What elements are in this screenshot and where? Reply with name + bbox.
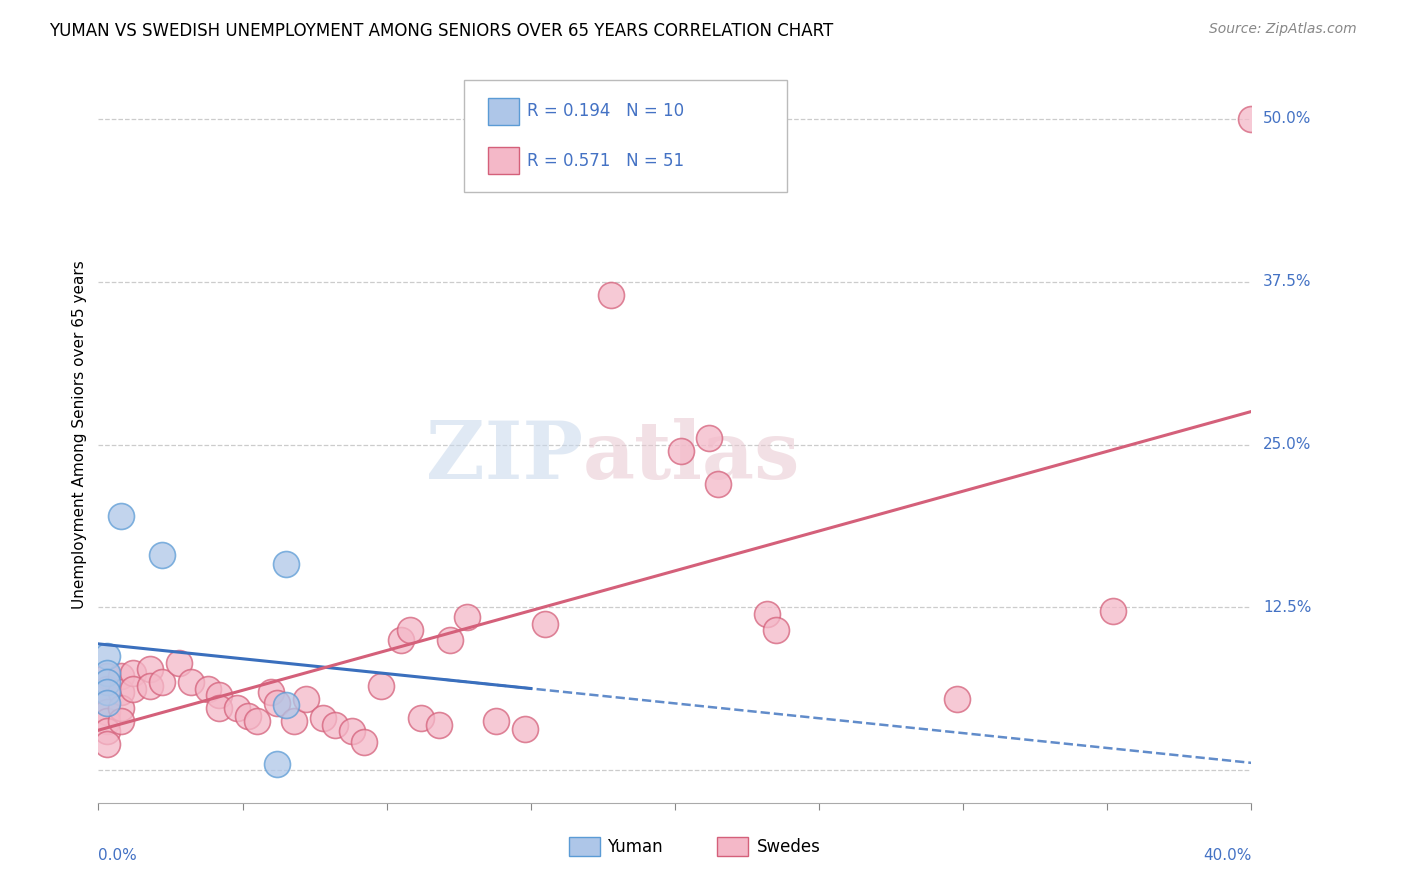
Point <box>1102 604 1125 618</box>
Point <box>699 431 721 445</box>
Text: 12.5%: 12.5% <box>1263 600 1312 615</box>
Point <box>707 476 730 491</box>
Point <box>370 679 392 693</box>
Text: Source: ZipAtlas.com: Source: ZipAtlas.com <box>1209 22 1357 37</box>
Y-axis label: Unemployment Among Seniors over 65 years: Unemployment Among Seniors over 65 years <box>72 260 87 609</box>
Point <box>283 714 305 728</box>
Point <box>411 711 433 725</box>
Point <box>600 288 623 302</box>
Point <box>96 674 118 689</box>
Point <box>485 714 508 728</box>
Point <box>96 705 118 719</box>
Text: YUMAN VS SWEDISH UNEMPLOYMENT AMONG SENIORS OVER 65 YEARS CORRELATION CHART: YUMAN VS SWEDISH UNEMPLOYMENT AMONG SENI… <box>49 22 834 40</box>
Point <box>260 685 283 699</box>
Point <box>110 700 132 714</box>
Point <box>765 623 787 637</box>
Point <box>96 682 118 697</box>
Point <box>312 711 335 725</box>
Point <box>295 691 318 706</box>
Point <box>353 734 375 748</box>
Point <box>96 696 118 710</box>
Point <box>456 609 478 624</box>
Point <box>122 682 145 697</box>
Point <box>398 623 420 637</box>
Text: 25.0%: 25.0% <box>1263 437 1312 452</box>
Point <box>274 558 297 572</box>
Point <box>534 617 557 632</box>
Point <box>1240 112 1263 126</box>
Point <box>197 682 219 697</box>
Point <box>238 708 260 723</box>
Point <box>246 714 269 728</box>
Point <box>323 717 346 731</box>
Text: R = 0.571   N = 51: R = 0.571 N = 51 <box>527 152 685 169</box>
Text: 40.0%: 40.0% <box>1204 848 1251 863</box>
Point <box>167 657 190 671</box>
Point <box>139 662 162 676</box>
Point <box>266 696 288 710</box>
Point <box>389 632 412 647</box>
Text: Swedes: Swedes <box>756 838 820 856</box>
Point <box>96 665 118 680</box>
Text: 37.5%: 37.5% <box>1263 275 1312 289</box>
Point <box>96 648 118 663</box>
Text: atlas: atlas <box>582 418 800 496</box>
Text: 50.0%: 50.0% <box>1263 112 1312 127</box>
Point <box>266 756 288 771</box>
Text: 0.0%: 0.0% <box>98 848 138 863</box>
Point <box>274 698 297 712</box>
Point <box>208 688 231 702</box>
Point <box>513 722 536 736</box>
Point <box>180 674 202 689</box>
Point <box>946 691 969 706</box>
Point <box>150 549 173 563</box>
Point <box>427 717 450 731</box>
Point <box>439 632 461 647</box>
Point <box>340 724 363 739</box>
Point <box>96 696 118 710</box>
Point <box>96 724 118 739</box>
Point <box>96 685 118 699</box>
Point <box>122 665 145 680</box>
Point <box>110 669 132 683</box>
Point <box>756 607 779 621</box>
Point <box>110 714 132 728</box>
Point <box>669 444 692 458</box>
Point <box>96 714 118 728</box>
Text: R = 0.194   N = 10: R = 0.194 N = 10 <box>527 103 685 120</box>
Text: Yuman: Yuman <box>607 838 664 856</box>
Text: ZIP: ZIP <box>426 418 582 496</box>
Point <box>150 674 173 689</box>
Point <box>139 679 162 693</box>
Point <box>110 509 132 524</box>
Point <box>96 737 118 751</box>
Point <box>208 700 231 714</box>
Point <box>110 685 132 699</box>
Point <box>225 700 247 714</box>
Point <box>96 669 118 683</box>
